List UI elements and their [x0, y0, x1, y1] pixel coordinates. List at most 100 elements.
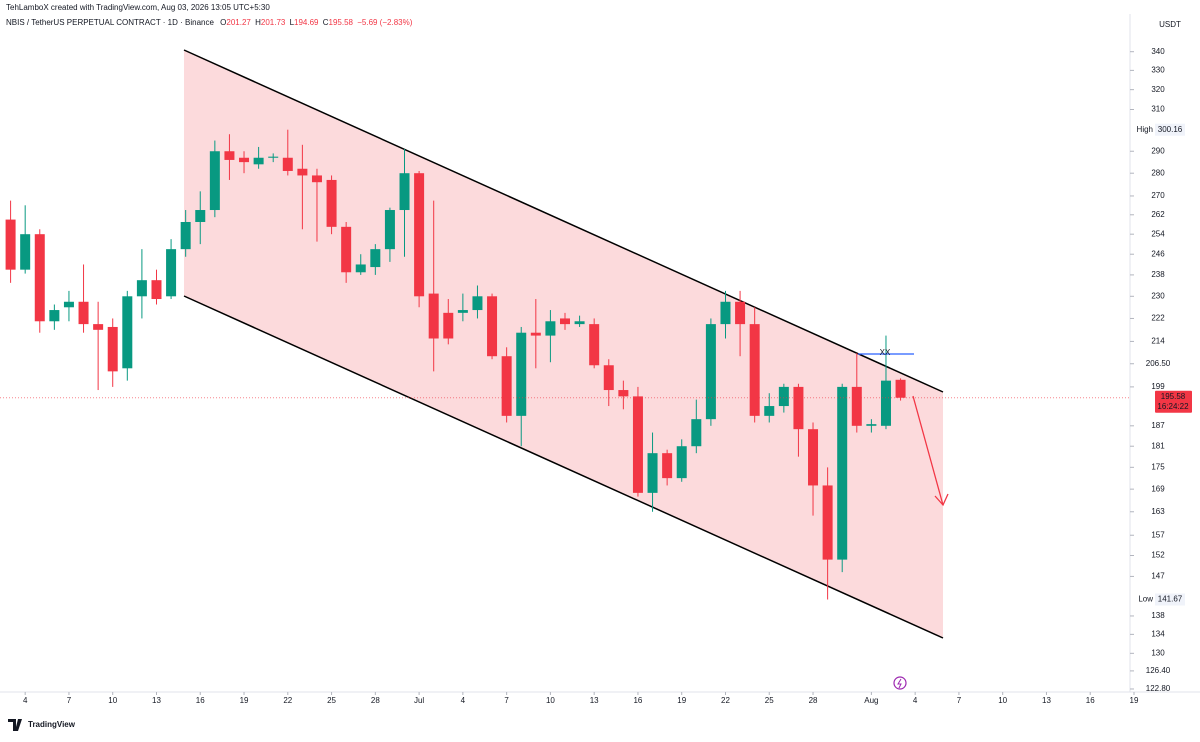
candle-body — [93, 324, 104, 330]
candle-body — [472, 296, 483, 311]
candle-body — [691, 419, 702, 447]
y-tick-label: 147 — [1151, 572, 1165, 581]
candle-body — [297, 168, 308, 176]
brand: TradingView — [8, 719, 76, 731]
candle-body — [676, 446, 687, 479]
candle-body — [107, 326, 118, 372]
x-tick-label: Aug — [864, 696, 878, 705]
y-tick-label: 320 — [1151, 85, 1165, 94]
candle-body — [866, 424, 877, 426]
drawings: XX — [858, 348, 949, 690]
y-tick-label: 199 — [1151, 382, 1165, 391]
candle-body — [837, 386, 848, 560]
low-box — [1155, 593, 1185, 606]
candle-body — [487, 296, 498, 357]
symbol: NBIS / TetherUS PERPETUAL CONTRACT · 1D … — [6, 18, 214, 27]
candle-body — [224, 151, 235, 160]
candle-body — [326, 179, 337, 227]
candle-body — [180, 221, 191, 250]
candle-body — [895, 379, 906, 398]
candle-body — [516, 332, 527, 416]
y-tick-label: 340 — [1151, 47, 1165, 56]
candle-body — [749, 324, 760, 416]
y-tick-label: 310 — [1151, 105, 1165, 114]
candle-body — [384, 210, 395, 250]
y-tick-label: 290 — [1151, 146, 1165, 155]
symbol-legend: NBIS / TetherUS PERPETUAL CONTRACT · 1D … — [6, 18, 413, 27]
y-tick-label: 122.80 — [1146, 684, 1171, 693]
c-letter: C — [323, 18, 329, 27]
y-tick-label: 187 — [1151, 421, 1165, 430]
candle-body — [632, 396, 643, 493]
x-tick-label: 7 — [957, 696, 962, 705]
x-tick-label: 25 — [327, 696, 336, 705]
y-tick-label: 222 — [1151, 314, 1165, 323]
candle-body — [414, 173, 425, 297]
high-value: 300.16 — [1158, 125, 1183, 134]
x-tick-label: 13 — [1042, 696, 1051, 705]
channel-lower — [183, 295, 944, 639]
candle-body — [778, 386, 789, 407]
x-tick-label: 10 — [546, 696, 555, 705]
candle-body — [34, 234, 45, 322]
y-tick-label: 254 — [1151, 229, 1165, 238]
low-value: 141.67 — [1158, 595, 1183, 604]
candle-body — [501, 356, 512, 416]
h-value: 201.73 — [261, 18, 286, 27]
candle-body — [764, 406, 775, 416]
candle-body — [618, 390, 629, 397]
x-tick-label: 19 — [240, 696, 249, 705]
y-tick-label: 262 — [1151, 210, 1165, 219]
candle-body — [20, 234, 31, 270]
candle-body — [209, 151, 220, 211]
x-tick-label: 10 — [998, 696, 1007, 705]
high-box — [1155, 123, 1185, 136]
y-tick-label: 330 — [1151, 65, 1165, 74]
candle-body — [341, 226, 352, 273]
candle-body — [822, 485, 833, 560]
y-tick-label: 280 — [1151, 168, 1165, 177]
x-tick-label: 16 — [196, 696, 205, 705]
candle-body — [720, 301, 731, 325]
candle-body — [282, 157, 293, 171]
candle-body — [136, 280, 147, 297]
candle-body — [560, 318, 570, 325]
x-tick-label: 28 — [371, 696, 380, 705]
y-tick-label: 175 — [1151, 462, 1165, 471]
brand-name: TradingView — [28, 720, 76, 729]
x-tick-label: 10 — [108, 696, 117, 705]
c-value: 195.58 — [329, 18, 354, 27]
plot-area — [0, 49, 1130, 639]
candle-body — [370, 249, 381, 268]
last-price: 195.58 — [1161, 392, 1186, 401]
candle-body — [457, 310, 468, 313]
o-value: 201.27 — [226, 18, 251, 27]
x-tick-label: 4 — [913, 696, 918, 705]
arrow-head — [934, 493, 949, 507]
x-tick-label: 7 — [67, 696, 72, 705]
candle-body — [530, 332, 541, 336]
y-tick-label: 126.40 — [1146, 666, 1171, 675]
candle-body — [63, 301, 74, 308]
x-tick-label: 4 — [23, 696, 28, 705]
channel-fill — [184, 50, 943, 638]
y-tick-label: 181 — [1151, 441, 1165, 450]
event-icon[interactable] — [893, 676, 907, 690]
candle-body — [268, 156, 279, 158]
candle-body — [195, 210, 206, 222]
y-tick-label: 138 — [1151, 611, 1165, 620]
candle-body — [253, 157, 264, 165]
candle-body — [880, 380, 891, 426]
candle-body — [545, 321, 556, 336]
candle-body — [239, 157, 250, 163]
candle-body — [793, 386, 804, 430]
x-tick-label: 7 — [504, 696, 509, 705]
y-tick-label: 134 — [1151, 629, 1165, 638]
arrow-shaft — [912, 395, 944, 506]
candle-body — [5, 219, 16, 270]
y-tick-label: 152 — [1151, 551, 1165, 560]
l-letter: L — [290, 18, 295, 27]
y-tick-label: 169 — [1151, 484, 1165, 493]
